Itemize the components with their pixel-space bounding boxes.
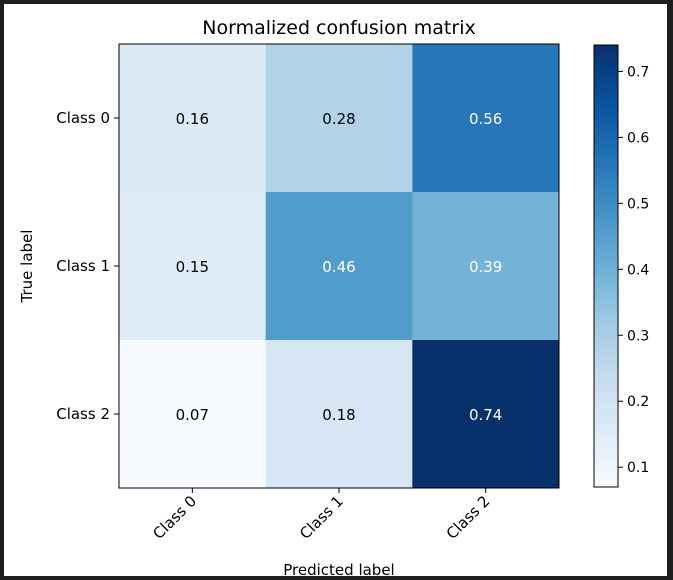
colorbar-tick-label: 0.7: [627, 64, 649, 80]
x-tick-label: Class 1: [296, 492, 347, 543]
heatmap-cell: [412, 340, 560, 489]
cell-value-label: 0.07: [176, 406, 209, 424]
cell-value-label: 0.16: [176, 110, 209, 128]
heatmap-cell: [412, 44, 560, 193]
y-axis-ticks: Class 0 Class 1 Class 2: [56, 109, 119, 423]
cell-value-label: 0.15: [176, 258, 209, 276]
cell-value-label: 0.56: [469, 110, 502, 128]
colorbar-ticks: 0.1 0.2 0.3 0.4 0.5 0.6 0.7: [618, 64, 649, 476]
cell-value-label: 0.74: [469, 406, 502, 424]
heatmap-cell: [119, 44, 267, 193]
heatmap-cells: [119, 44, 560, 489]
y-tick-label: Class 2: [56, 405, 110, 423]
colorbar-tick-label: 0.4: [627, 262, 649, 278]
heatmap-cell: [412, 192, 560, 341]
y-tick-label: Class 0: [56, 109, 110, 127]
colorbar-frame: [593, 44, 619, 488]
colorbar: 0.1 0.2 0.3 0.4 0.5 0.6 0.7: [593, 44, 649, 488]
colorbar-gradient: [594, 45, 618, 487]
colorbar-tick-label: 0.5: [627, 196, 649, 212]
colorbar-tick-label: 0.3: [627, 328, 649, 344]
heatmap-cell: [265, 44, 413, 193]
y-tick-label: Class 1: [56, 257, 110, 275]
cell-value-label: 0.39: [469, 258, 502, 276]
heatmap-cell: [265, 192, 413, 341]
x-axis-label: Predicted label: [283, 561, 394, 579]
colorbar-tick-label: 0.1: [627, 460, 649, 476]
cell-value-label: 0.46: [322, 258, 355, 276]
heatmap-cell: [265, 340, 413, 489]
heatmap-value-labels: 0.16 0.28 0.56 0.15 0.46 0.39 0.07 0.18 0.74: [176, 110, 503, 424]
colorbar-tick-label: 0.2: [627, 394, 649, 410]
heatmap-cell: [119, 192, 267, 341]
colorbar-tick-label: 0.6: [627, 130, 649, 146]
x-axis-ticks: Class 0 Class 1 Class 2: [149, 488, 493, 543]
y-axis-label: True label: [18, 230, 36, 304]
chart-title: Normalized confusion matrix: [202, 17, 475, 39]
cell-value-label: 0.28: [322, 110, 355, 128]
x-tick-label: Class 0: [149, 492, 200, 543]
cell-value-label: 0.18: [322, 406, 355, 424]
x-tick-label: Class 2: [443, 492, 494, 543]
heatmap-cell: [119, 340, 267, 489]
